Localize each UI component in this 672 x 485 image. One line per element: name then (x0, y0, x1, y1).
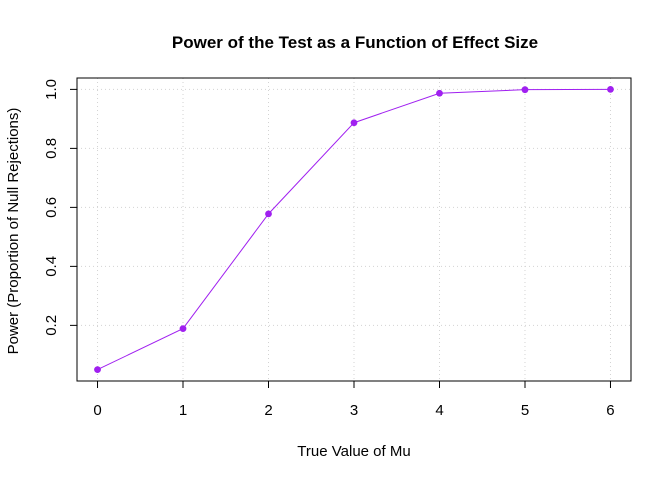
grid-layer (77, 78, 631, 381)
data-point (265, 210, 272, 218)
data-point (179, 325, 187, 333)
x-tick-label: 2 (264, 402, 272, 419)
x-tick-label: 3 (350, 402, 358, 419)
data-point (436, 89, 443, 97)
data-point (350, 119, 358, 127)
data-point (521, 86, 529, 94)
x-tick-label: 4 (435, 402, 443, 419)
y-tick-label: 0.2 (43, 315, 60, 336)
x-tick-label: 0 (93, 402, 101, 419)
y-tick-label: 0.4 (43, 256, 60, 277)
series-layer (94, 85, 614, 374)
x-tick-label: 1 (179, 402, 187, 419)
chart-title: Power of the Test as a Function of Effec… (172, 33, 538, 52)
series-line (97, 88, 611, 371)
axis-layer: 0 1 2 3 4 5 6 0.2 0.4 0.6 0.8 1.0 (43, 79, 615, 419)
y-tick-label: 0.8 (43, 138, 60, 159)
y-tick-label: 0.6 (43, 197, 60, 218)
data-point (607, 85, 614, 93)
x-axis-title: True Value of Mu (297, 443, 410, 460)
data-point (94, 366, 101, 374)
x-tick-label: 6 (606, 402, 614, 419)
y-axis-title: Power (Proportion of Null Rejections) (5, 108, 22, 355)
x-tick-label: 5 (521, 402, 529, 419)
y-tick-label: 1.0 (43, 79, 60, 100)
